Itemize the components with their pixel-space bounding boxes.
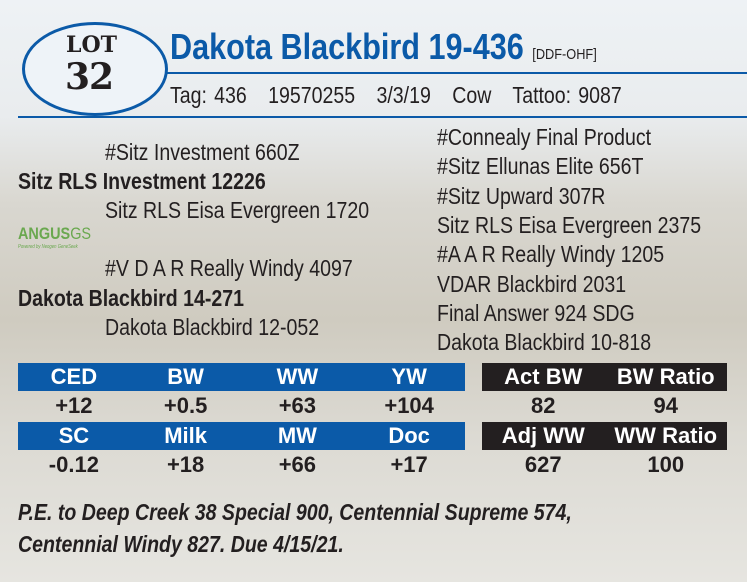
footer-note: P.E. to Deep Creek 38 Special 900, Cente… [18,496,747,560]
animal-code: [DDF-OHF] [532,46,597,63]
actual-header-row: Act BW BW Ratio [482,363,727,391]
sex: Cow [452,82,492,108]
actual-header: Act BW [504,364,583,389]
actual-header: Adj WW [501,423,585,448]
pedigree-dam: Dakota Blackbird 14-271 [18,285,245,311]
pedigree-entry: #Connealy Final Product [437,124,652,150]
birth-date: 3/3/19 [376,82,431,108]
pedigree-entry: #A A R Really Windy 1205 [437,241,665,267]
tattoo: Tattoo: 9087 [512,82,622,108]
angus-gs-logo: ANGUSGS Powered by Neogen GeneSeek [18,224,92,250]
epd-header: YW [391,364,427,389]
epd-header: Doc [388,423,430,448]
lot-badge-oval [22,22,168,116]
epd-value-row: +12 +0.5 +63 +104 [18,392,465,420]
epd-value: +12 [55,393,93,418]
epd-header: CED [50,364,98,389]
lot-number: 32 [65,56,114,98]
registration: 19570255 [268,82,356,108]
actual-header: BW Ratio [616,364,715,389]
pedigree-entry: #Sitz Ellunas Elite 656T [437,153,644,179]
epd-header: Milk [164,423,208,448]
footer-line: P.E. to Deep Creek 38 Special 900, Cente… [18,499,572,525]
epd-header-row: SC Milk MW Doc [18,422,465,450]
epd-value: +66 [278,452,317,477]
actual-value-row: 82 94 [482,392,727,420]
tag: Tag: 436 [170,82,247,108]
epd-header: BW [167,364,204,389]
pedigree-entry: VDAR Blackbird 2031 [437,271,627,297]
actual-value: 94 [653,393,678,418]
epd-header-row: CED BW WW YW [18,363,465,391]
pedigree-entry: Sitz RLS Eisa Evergreen 2375 [437,212,702,238]
epd-header: MW [277,423,317,448]
pedigree-entry: #Sitz Upward 307R [437,183,606,209]
animal-name: Dakota Blackbird 19-436 [170,26,524,67]
actual-value-row: 627 100 [482,451,727,479]
pedigree-entry: Sitz RLS Eisa Evergreen 1720 [105,197,370,223]
actual-value: 100 [647,452,685,477]
pedigree-entry: Dakota Blackbird 10-818 [437,329,652,355]
actual-header-row: Adj WW WW Ratio [482,422,727,450]
footer-line: Centennial Windy 827. Due 4/15/21. [18,531,344,557]
pedigree-entry: #Sitz Investment 660Z [105,139,300,165]
actual-value: 627 [524,452,562,477]
pedigree-entry: Final Answer 924 SDG [437,300,635,326]
pedigree-entry: Dakota Blackbird 12-052 [105,314,320,340]
pedigree-sire: Sitz RLS Investment 12226 [18,168,266,194]
epd-header: SC [58,423,90,448]
divider [18,116,747,118]
epd-value: +104 [384,393,434,418]
epd-value: +0.5 [163,393,208,418]
epd-value: +18 [166,452,205,477]
actual-value: 82 [531,393,556,418]
animal-title: Dakota Blackbird 19-436 [DDF-OHF] [170,26,672,68]
lot-label: LOT [66,32,118,58]
actual-header: WW Ratio [614,423,718,448]
epd-value-row: -0.12 +18 +66 +17 [18,451,465,479]
epd-value: +17 [390,452,428,477]
divider [166,72,747,74]
pedigree-entry: #V D A R Really Windy 4097 [105,255,353,281]
epd-header: WW [276,364,319,389]
animal-info: Tag: 436 19570255 3/3/19 Cow Tattoo: 908… [170,82,701,109]
epd-value: +63 [278,393,317,418]
epd-value: -0.12 [48,452,99,477]
